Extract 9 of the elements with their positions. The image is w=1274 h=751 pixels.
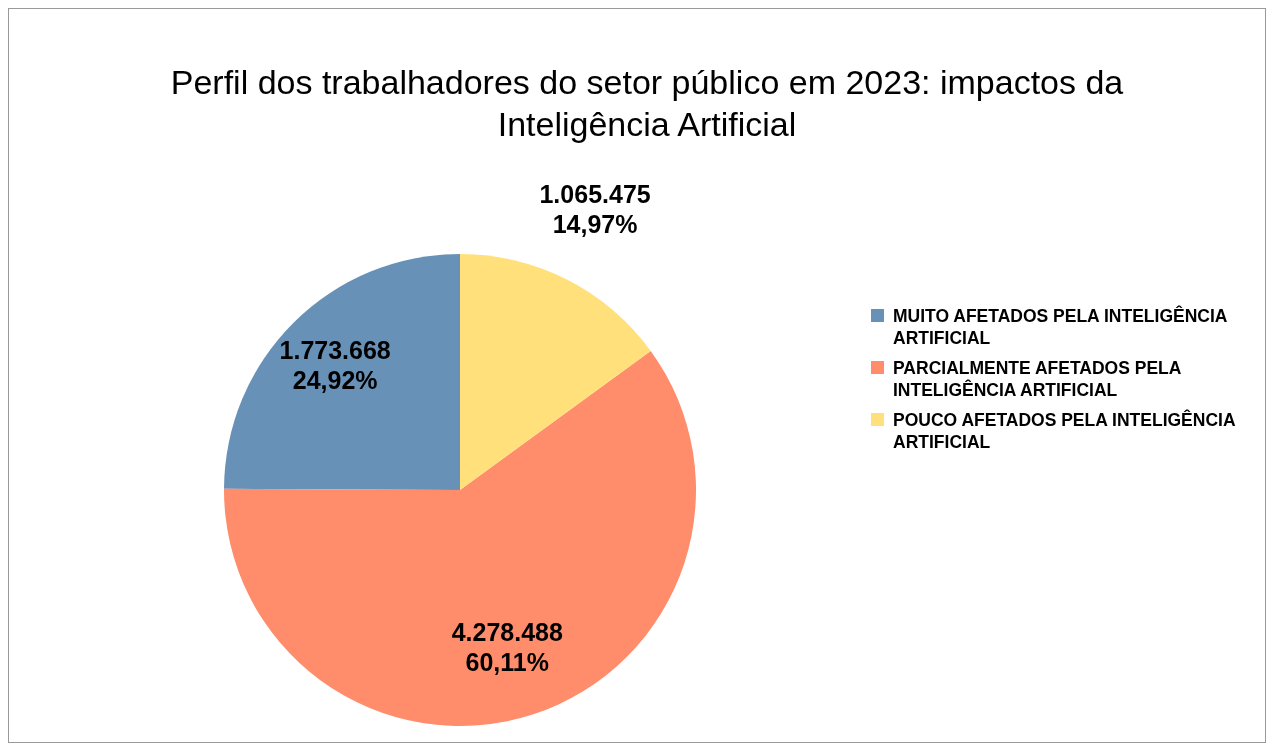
- data-label: 1.773.668 24,92%: [279, 335, 391, 394]
- legend-label: MUITO AFETADOS PELA INTELIGÊNCIA ARTIFICIAL: [893, 305, 1228, 349]
- chart-title: Perfil dos trabalhadores do setor público em 2023: impactos da Inteligência Artificial: [169, 62, 1125, 145]
- pie-slice: [224, 254, 460, 490]
- data-label: 4.278.488 60,11%: [451, 617, 563, 676]
- pie-slice: [460, 254, 651, 490]
- data-label: 1.065.475 14,97%: [539, 180, 651, 239]
- legend-label: PARCIALMENTE AFETADOS PELA INTELIGÊNCIA ARTIFICIAL: [893, 357, 1182, 401]
- legend-label: POUCO AFETADOS PELA INTELIGÊNCIA ARTIFICIAL: [893, 409, 1236, 453]
